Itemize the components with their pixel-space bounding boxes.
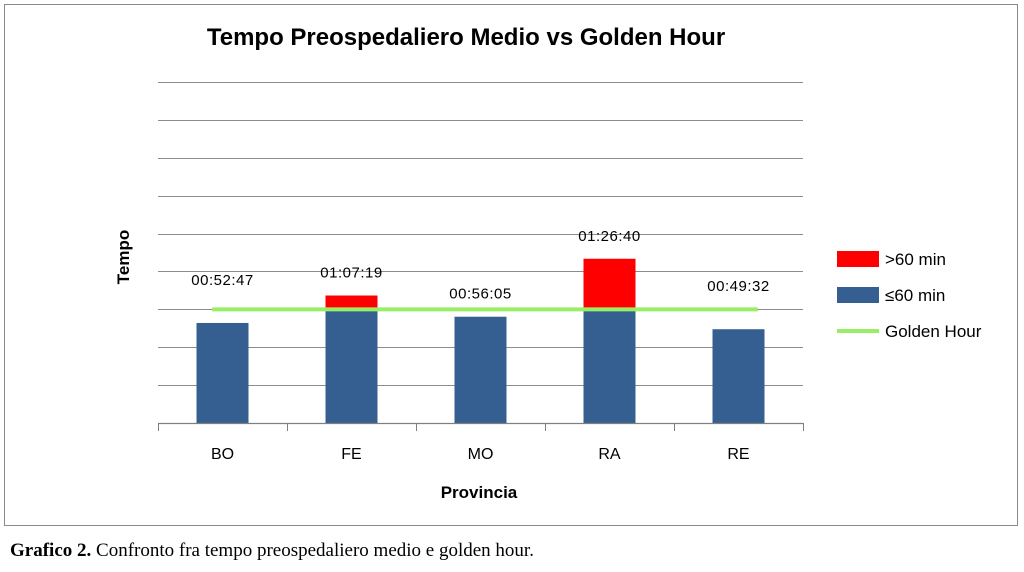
data-labels: 00:52:47 01:07:19 00:56:05 01:26:40 00:49:32 bbox=[191, 228, 769, 303]
y-axis-label: Tempo bbox=[114, 230, 133, 284]
x-tick-label: MO bbox=[468, 446, 494, 463]
data-label: 01:26:40 bbox=[578, 228, 640, 245]
bar-mo bbox=[454, 316, 507, 423]
bar-fe bbox=[325, 309, 378, 423]
caption-label: Grafico 2. bbox=[10, 540, 92, 561]
legend-label: >60 min bbox=[885, 250, 946, 269]
bar-fe bbox=[325, 295, 378, 310]
chart-frame: Tempo Preospedaliero Medio vs Golden Hou… bbox=[4, 4, 1018, 526]
caption-text: Confronto fra tempo preospedaliero medio… bbox=[91, 540, 534, 561]
x-axis-label: Provincia bbox=[441, 483, 518, 502]
figure-caption: Grafico 2. Confronto fra tempo preospeda… bbox=[10, 540, 534, 562]
legend-label: ≤60 min bbox=[885, 286, 945, 305]
data-label: 00:56:05 bbox=[449, 286, 511, 303]
x-tick-label: RE bbox=[727, 446, 749, 463]
x-axis: BO FE MO RA RE bbox=[158, 422, 804, 463]
x-tick-label: BO bbox=[211, 446, 234, 463]
legend: >60 min ≤60 min Golden Hour bbox=[837, 250, 982, 341]
legend-label: Golden Hour bbox=[885, 322, 982, 341]
bars bbox=[196, 258, 765, 423]
bar-bo bbox=[196, 322, 249, 423]
chart-svg: Tempo Preospedaliero Medio vs Golden Hou… bbox=[114, 24, 982, 502]
legend-swatch bbox=[837, 287, 879, 303]
data-label: 00:49:32 bbox=[707, 278, 769, 295]
chart-title: Tempo Preospedaliero Medio vs Golden Hou… bbox=[207, 24, 725, 51]
data-label: 00:52:47 bbox=[191, 272, 253, 289]
bar-ra bbox=[583, 258, 636, 310]
x-tick-label: FE bbox=[341, 446, 361, 463]
legend-swatch bbox=[837, 251, 879, 267]
x-tick-label: RA bbox=[598, 446, 621, 463]
data-label: 01:07:19 bbox=[320, 265, 382, 282]
bar-ra bbox=[583, 309, 636, 423]
bar-re bbox=[712, 329, 765, 423]
